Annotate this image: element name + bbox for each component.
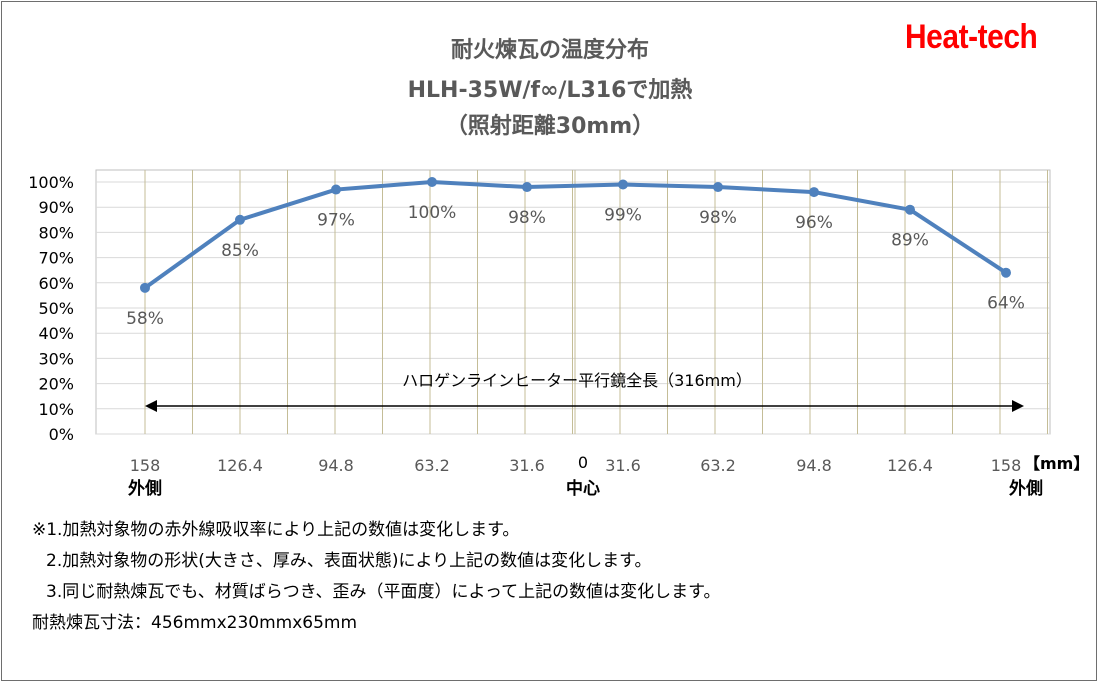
x-tick-label: 158: [991, 456, 1022, 475]
y-tick-label: 80%: [38, 223, 74, 242]
y-tick-label: 50%: [38, 299, 74, 318]
data-point: [905, 205, 915, 215]
line-chart: 0% 10% 20% 30% 40% 50% 60% 70% 80% 90% 100% ハロゲンライン…: [0, 0, 1100, 520]
data-point: [427, 177, 437, 187]
note-3: 3.同じ耐熱煉瓦でも、材質ばらつき、歪み（平面度）によって上記の数値は変化します…: [46, 577, 720, 602]
note-2: 2.加熱対象物の形状(大きさ、厚み、表面状態)により上記の数値は変化します。: [46, 546, 651, 571]
data-label: 98%: [508, 208, 546, 228]
note-1: ※1.加熱対象物の赤外線吸収率により上記の数値は変化します。: [32, 515, 519, 540]
x-tick-label: 94.8: [318, 456, 354, 475]
y-tick-label: 30%: [38, 349, 74, 368]
x-tick-label: 31.6: [605, 456, 641, 475]
x-sublabel-right: 外側: [1009, 478, 1043, 499]
x-sublabel-center: 中心: [566, 478, 600, 499]
data-point: [140, 283, 150, 293]
data-label: 96%: [795, 213, 833, 233]
note-dimensions: 耐熱煉瓦寸法：456mmx230mmx65mm: [32, 608, 357, 633]
y-tick-label: 60%: [38, 274, 74, 293]
x-tick-label: 126.4: [217, 456, 263, 475]
y-tick-label: 10%: [38, 400, 74, 419]
y-tick-label: 0%: [49, 425, 74, 444]
data-label: 98%: [699, 208, 737, 228]
x-tick-label-center: 0: [578, 453, 588, 472]
data-label: 99%: [604, 206, 642, 226]
x-tick-label: 63.2: [414, 456, 450, 475]
span-annotation: ハロゲンラインヒーター平行鏡全長（316mm）: [402, 371, 752, 390]
y-tick-label: 70%: [38, 249, 74, 268]
data-label: 89%: [891, 231, 929, 251]
x-tick-label: 63.2: [700, 456, 736, 475]
y-tick-label: 90%: [38, 198, 74, 217]
x-tick-label: 31.6: [509, 456, 545, 475]
data-label: 64%: [987, 294, 1025, 314]
data-point: [1001, 268, 1011, 278]
x-unit-label: 【mm】: [1024, 454, 1089, 473]
data-point: [331, 185, 341, 195]
data-label: 85%: [221, 241, 259, 261]
data-label: 97%: [317, 211, 355, 231]
y-tick-label: 20%: [38, 375, 74, 394]
x-tick-label: 126.4: [887, 456, 933, 475]
data-point: [522, 182, 532, 192]
data-point: [235, 215, 245, 225]
x-sublabel-left: 外側: [128, 478, 162, 499]
data-label: 58%: [126, 309, 164, 329]
y-tick-label: 100%: [28, 173, 74, 192]
data-label: 100%: [408, 203, 457, 223]
data-point: [809, 187, 819, 197]
data-point: [713, 182, 723, 192]
y-tick-label: 40%: [38, 324, 74, 343]
data-point: [618, 180, 628, 190]
x-tick-label: 94.8: [796, 456, 832, 475]
x-tick-label: 158: [130, 456, 161, 475]
